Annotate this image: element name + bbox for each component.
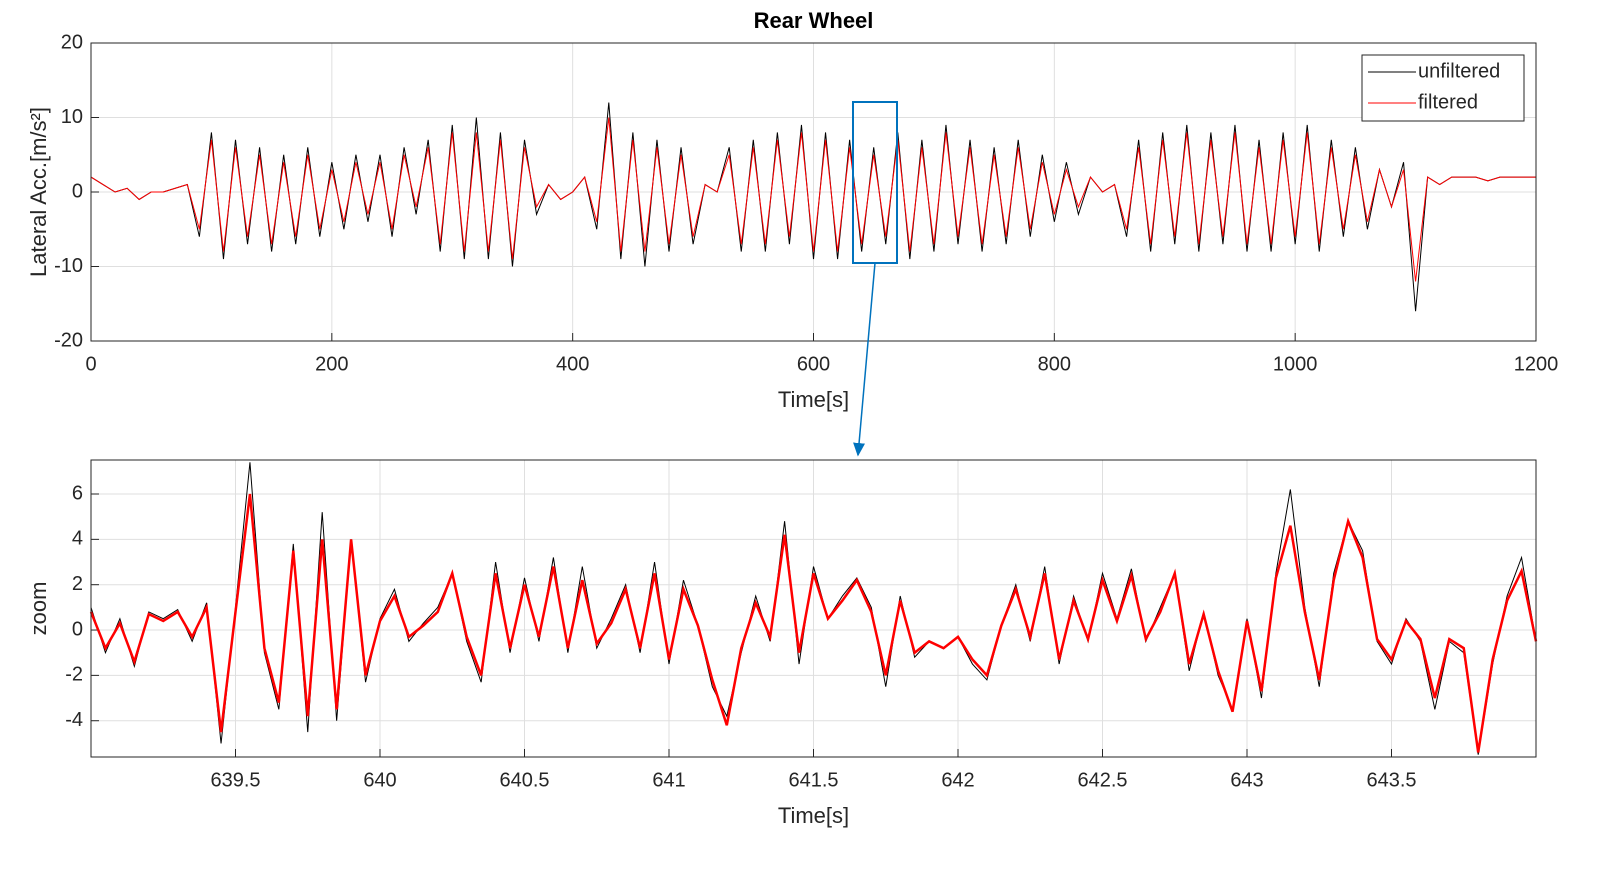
legend-box: [1361, 54, 1525, 122]
zoom-arrow: [853, 262, 876, 457]
y-tick-label: 10: [61, 106, 83, 128]
x-tick-label: 643: [1230, 769, 1263, 791]
x-tick-label: 0: [85, 353, 96, 375]
x-axis-label: Time[s]: [778, 387, 849, 412]
x-tick-label: 642.5: [1077, 769, 1127, 791]
x-tick-label: 642: [941, 769, 974, 791]
x-tick-label: 641.5: [788, 769, 838, 791]
x-tick-label: 640.5: [499, 769, 549, 791]
legend-label: filtered: [1418, 91, 1478, 113]
x-tick-label: 600: [797, 353, 830, 375]
x-axis-label: Time[s]: [778, 803, 849, 828]
series-line: [90, 102, 1536, 312]
x-tick-label: 643.5: [1366, 769, 1416, 791]
x-tick-label: 641: [652, 769, 685, 791]
y-tick-label: 2: [72, 573, 83, 595]
x-tick-label: 400: [556, 353, 589, 375]
x-tick-label: 1200: [1514, 353, 1559, 375]
chart-title: Rear Wheel: [754, 8, 874, 33]
y-tick-label: 20: [61, 31, 83, 53]
x-tick-label: 800: [1038, 353, 1071, 375]
series-line: [90, 117, 1536, 282]
y-tick-label: -4: [65, 709, 83, 731]
x-tick-label: 1000: [1273, 353, 1318, 375]
axes-box: [90, 42, 1537, 342]
y-tick-label: -2: [65, 664, 83, 686]
y-tick-label: 0: [72, 618, 83, 640]
axes-box: [90, 459, 1537, 758]
y-tick-label: -20: [54, 329, 83, 351]
y-tick-label: 0: [72, 180, 83, 202]
y-tick-label: -10: [54, 255, 83, 277]
y-tick-label: 4: [72, 528, 83, 550]
series-line: [89, 493, 1538, 753]
y-axis-label: Lateral Acc.[m/s²]: [26, 107, 51, 277]
x-tick-label: 640: [363, 769, 396, 791]
y-axis-label: zoom: [26, 582, 51, 636]
y-tick-label: 6: [72, 482, 83, 504]
x-tick-label: 639.5: [210, 769, 260, 791]
legend-label: unfiltered: [1418, 60, 1500, 82]
x-tick-label: 200: [315, 353, 348, 375]
